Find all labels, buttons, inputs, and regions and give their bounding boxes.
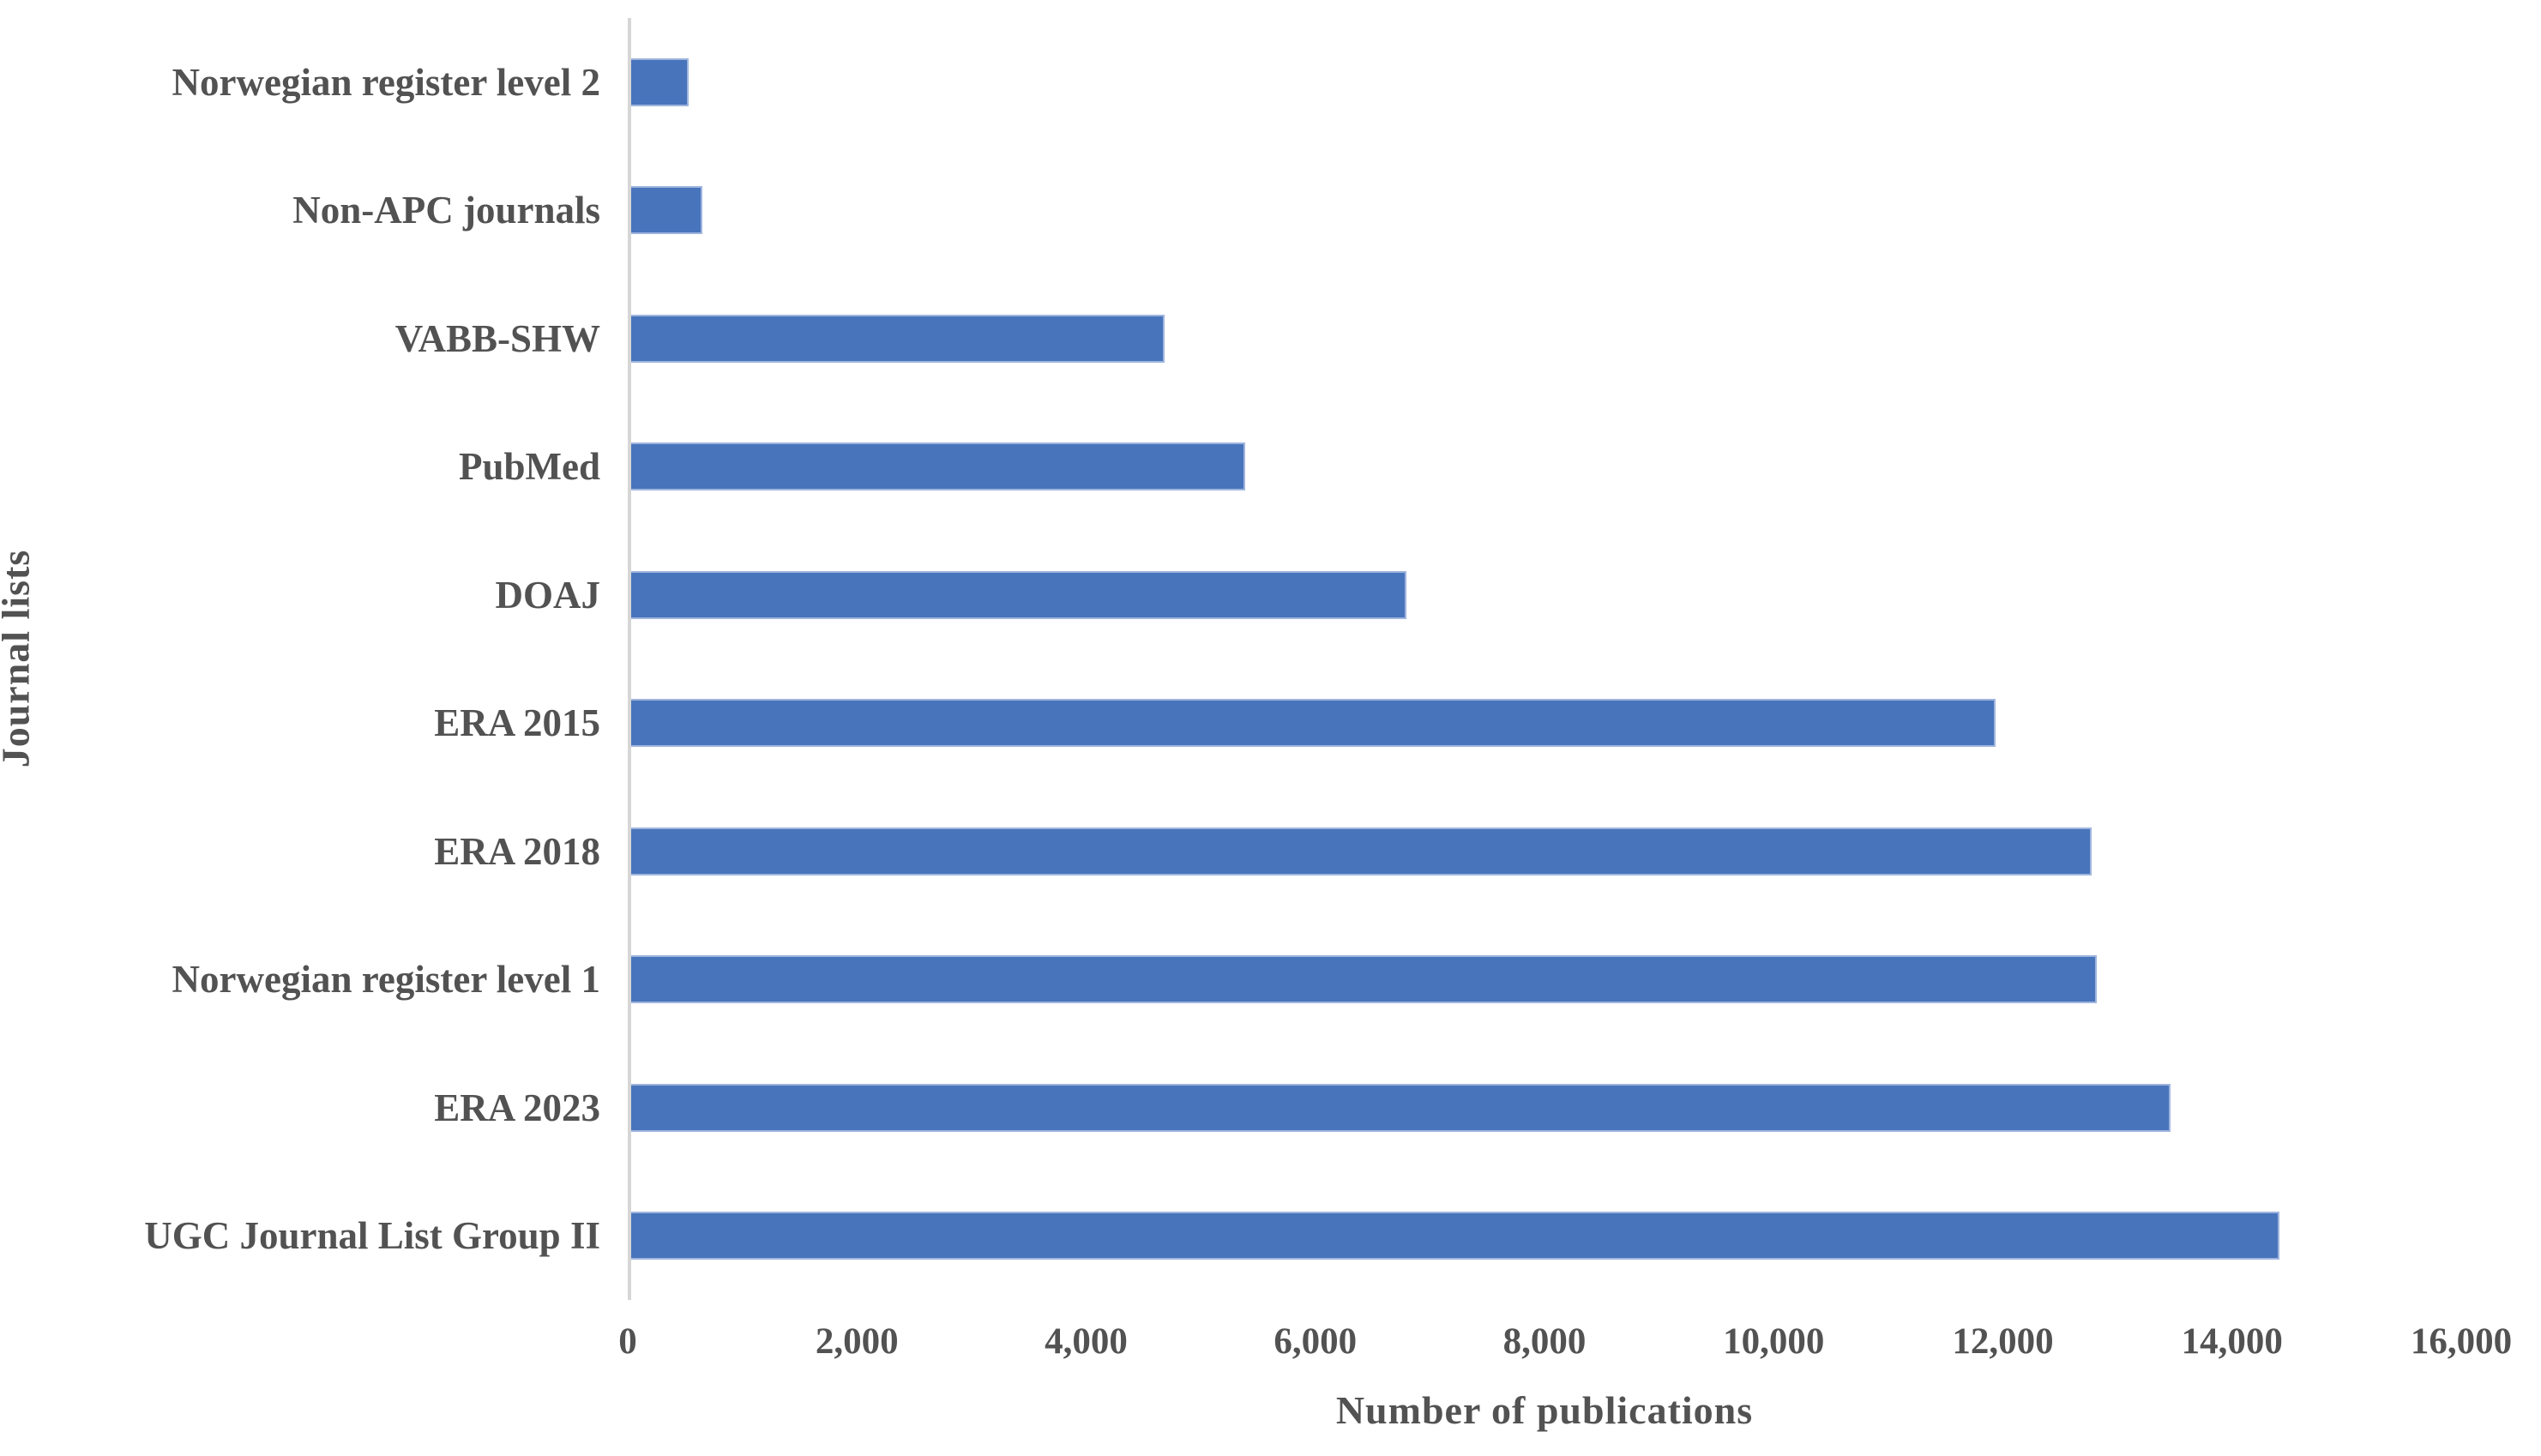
x-axis-tick-label: 8,000 — [1502, 1321, 1587, 1362]
bar — [631, 1212, 2279, 1260]
x-axis-tick-label: 6,000 — [1274, 1321, 1358, 1362]
x-axis-tick-label: 10,000 — [1723, 1321, 1825, 1362]
category-label: PubMed — [458, 445, 600, 489]
bar — [631, 442, 1246, 491]
bar — [631, 699, 1996, 748]
bar-row — [631, 916, 2461, 1044]
bar — [631, 1083, 2171, 1132]
bar — [631, 570, 1407, 619]
x-axis-title: Number of publications — [1335, 1388, 1754, 1432]
bar-row — [631, 1172, 2461, 1301]
bar-row — [631, 659, 2461, 788]
bar — [631, 314, 1165, 363]
x-axis-tick-label: 4,000 — [1045, 1321, 1128, 1362]
x-axis-tick-label: 2,000 — [815, 1321, 899, 1362]
category-label: Norwegian register level 1 — [172, 958, 600, 1002]
bar — [631, 57, 689, 106]
category-label: ERA 2015 — [434, 701, 600, 745]
category-label: Norwegian register level 2 — [172, 60, 600, 104]
y-axis-title-text: Journal lists — [0, 549, 38, 768]
category-label: UGC Journal List Group II — [144, 1214, 600, 1258]
bar-row — [631, 274, 2461, 403]
bar — [631, 955, 2097, 1004]
x-axis-tick-label: 0 — [618, 1321, 637, 1362]
bar-row — [631, 1044, 2461, 1172]
bar-row — [631, 787, 2461, 916]
x-axis-tick-label: 14,000 — [2181, 1321, 2283, 1362]
bar-row — [631, 531, 2461, 659]
bar-row — [631, 403, 2461, 532]
bar — [631, 827, 2092, 875]
category-label: ERA 2023 — [434, 1086, 600, 1129]
category-label: Non-APC journals — [292, 189, 600, 232]
bar-row — [631, 18, 2461, 147]
bar — [631, 186, 702, 235]
x-axis-tick-label: 12,000 — [1952, 1321, 2054, 1362]
category-label: VABB-SHW — [394, 316, 600, 360]
category-label: ERA 2018 — [434, 829, 600, 873]
bar-row — [631, 147, 2461, 275]
category-label: DOAJ — [495, 573, 601, 617]
plot-area — [628, 18, 2461, 1300]
x-axis-tick-label: 16,000 — [2410, 1321, 2513, 1362]
